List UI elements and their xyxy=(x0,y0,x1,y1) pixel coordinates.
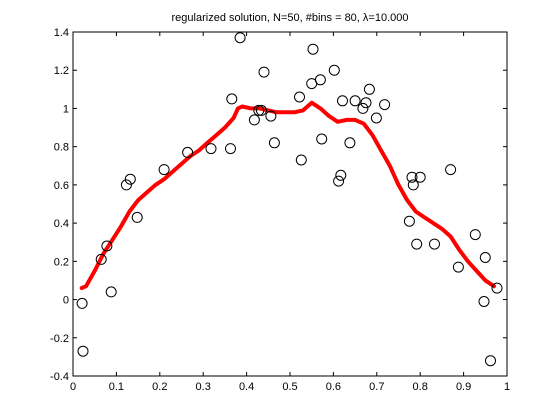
data-point xyxy=(337,95,348,107)
y-tick-label: 1.2 xyxy=(54,65,69,77)
data-point xyxy=(333,175,345,187)
y-tick-label: -0.4 xyxy=(50,371,69,383)
data-point xyxy=(328,64,340,76)
data-point xyxy=(403,215,415,227)
data-point xyxy=(363,83,375,95)
data-point xyxy=(360,97,372,109)
data-point xyxy=(294,91,305,103)
data-point xyxy=(226,93,238,105)
data-point xyxy=(485,355,496,367)
chart-title: regularized solution, N=50, #bins = 80, … xyxy=(172,12,409,24)
plot-area-frame xyxy=(72,31,508,377)
data-point xyxy=(205,143,217,155)
x-tick-label: 0.7 xyxy=(369,381,384,393)
data-point xyxy=(95,253,107,265)
x-tick-label: 0 xyxy=(70,381,76,393)
data-point xyxy=(335,169,347,181)
data-point xyxy=(357,102,369,114)
data-point xyxy=(407,179,419,191)
data-point xyxy=(77,345,89,357)
data-point xyxy=(120,179,132,191)
data-point xyxy=(429,238,440,250)
data-point xyxy=(105,286,117,298)
y-tick-label: 0.6 xyxy=(54,180,69,192)
data-point xyxy=(182,146,194,158)
regularized-curve-line xyxy=(79,100,496,291)
data-point xyxy=(268,137,280,149)
data-point xyxy=(131,211,143,223)
data-point xyxy=(158,164,170,176)
data-point xyxy=(349,95,361,107)
data-point xyxy=(76,297,88,309)
x-tick-label: 0.8 xyxy=(413,381,428,393)
y-tick-label: 0 xyxy=(63,295,69,307)
x-tick-label: 0.1 xyxy=(109,381,124,393)
data-point xyxy=(469,229,481,241)
data-point xyxy=(255,104,267,116)
data-point xyxy=(295,154,307,166)
data-point xyxy=(253,104,265,116)
data-point xyxy=(406,171,418,183)
y-tick-label: 1 xyxy=(63,103,69,115)
data-point xyxy=(225,143,236,155)
x-tick-label: 1 xyxy=(504,381,510,393)
data-point xyxy=(101,240,113,252)
data-point xyxy=(478,296,490,307)
data-point xyxy=(248,114,260,126)
regularized-curve-group xyxy=(79,100,496,291)
y-tick-label: 0.4 xyxy=(54,218,69,230)
y-tick-label: 0.8 xyxy=(54,142,69,154)
x-tick-label: 0.5 xyxy=(282,381,297,393)
x-tick-label: 0.3 xyxy=(196,381,211,393)
x-tick-label: 0.4 xyxy=(239,381,254,393)
x-tick-label: 0.6 xyxy=(326,381,341,393)
data-points-group xyxy=(76,32,503,367)
x-tick-label: 0.9 xyxy=(456,381,471,393)
data-point xyxy=(265,110,277,122)
data-point xyxy=(307,43,319,55)
y-tick-label: 0.2 xyxy=(54,256,69,268)
data-point xyxy=(124,173,136,185)
data-point xyxy=(370,112,382,124)
data-point xyxy=(491,282,503,294)
y-tick-label: 1.4 xyxy=(54,27,69,39)
axes: 0 0.1 0.2 0.3 0.4 0.5 0.6 0.7 0.8 0.9 1 -0.4 -0.2 0 0.… xyxy=(50,27,510,393)
data-point xyxy=(411,238,423,250)
data-point xyxy=(344,137,356,149)
data-point xyxy=(258,66,270,78)
data-point xyxy=(316,133,328,145)
data-point xyxy=(452,261,464,273)
x-tick-label: 0.2 xyxy=(152,381,167,393)
data-point xyxy=(479,252,491,263)
data-point xyxy=(379,99,391,111)
data-point xyxy=(414,171,426,183)
data-point xyxy=(314,74,326,86)
data-point xyxy=(234,32,246,44)
y-tick-label: -0.2 xyxy=(50,333,69,345)
data-point xyxy=(445,164,457,176)
